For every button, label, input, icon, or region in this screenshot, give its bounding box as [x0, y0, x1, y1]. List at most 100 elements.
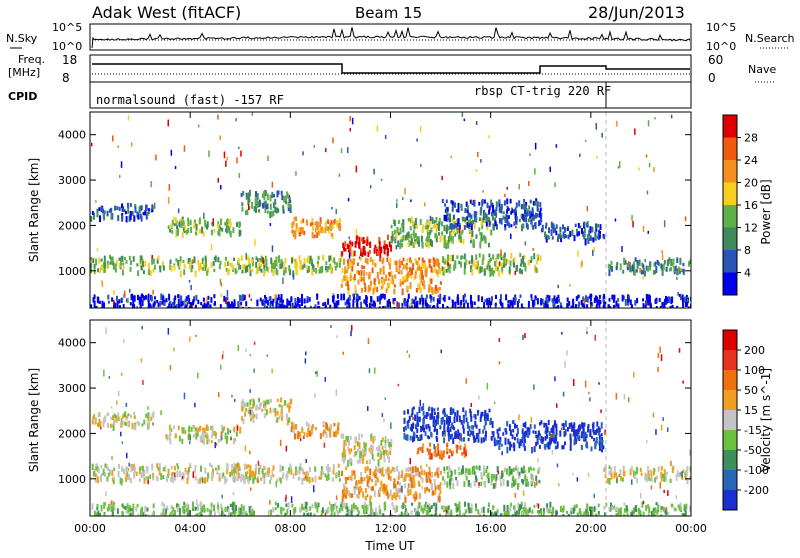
noise-cell — [401, 305, 403, 308]
noise-cell — [657, 352, 660, 359]
echo-cell — [629, 299, 632, 306]
echo-cell — [116, 206, 119, 211]
noise-cell — [577, 306, 580, 308]
echo-cell — [460, 255, 463, 260]
echo-cell — [456, 306, 459, 308]
echo-cell — [304, 505, 307, 510]
echo-cell — [395, 505, 398, 513]
echo-cell — [417, 236, 420, 242]
echo-cell — [246, 265, 248, 273]
echo-cell — [371, 509, 374, 516]
echo-cell — [442, 269, 445, 276]
echo-cell — [408, 267, 411, 273]
echo-cell — [642, 511, 645, 516]
echo-cell — [446, 427, 449, 433]
echo-cell — [252, 477, 255, 484]
echo-cell — [216, 471, 219, 475]
echo-cell — [562, 224, 564, 230]
echo-cell — [631, 304, 633, 308]
echo-cell — [187, 294, 190, 299]
echo-cell — [654, 298, 657, 304]
echo-cell — [367, 514, 369, 516]
echo-cell — [593, 431, 596, 435]
echo-cell — [218, 472, 221, 478]
echo-cell — [435, 261, 438, 266]
echo-cell — [423, 427, 425, 433]
echo-cell — [442, 452, 445, 457]
echo-cell — [335, 300, 338, 306]
echo-cell — [475, 254, 478, 261]
echo-cell — [171, 510, 174, 516]
echo-cell — [329, 222, 332, 228]
noise-cell — [223, 151, 226, 159]
echo-cell — [175, 304, 178, 308]
noise-cell — [615, 392, 618, 400]
echo-cell — [187, 473, 190, 480]
echo-cell — [525, 201, 528, 207]
echo-cell — [607, 263, 610, 269]
echo-cell — [389, 258, 392, 262]
echo-cell — [509, 198, 512, 204]
echo-region — [165, 424, 242, 445]
echo-cell — [443, 241, 446, 249]
echo-cell — [517, 298, 520, 304]
echo-cell — [466, 205, 469, 211]
echo-cell — [346, 243, 349, 249]
echo-cell — [194, 465, 197, 469]
echo-cell — [478, 512, 481, 516]
echo-cell — [298, 476, 301, 481]
echo-cell — [583, 235, 586, 240]
echo-cell — [173, 465, 176, 471]
echo-cell — [555, 306, 558, 308]
echo-cell — [429, 451, 432, 459]
echo-cell — [170, 223, 173, 228]
echo-cell — [202, 231, 205, 237]
echo-cell — [356, 484, 359, 489]
noise-cell — [463, 305, 465, 308]
echo-cell — [303, 263, 306, 268]
echo-cell — [500, 481, 502, 487]
echo-cell — [291, 503, 294, 508]
echo-cell — [207, 472, 210, 479]
echo-cell — [412, 229, 415, 236]
echo-cell — [516, 264, 519, 268]
echo-cell — [270, 210, 273, 218]
echo-cell — [187, 433, 190, 440]
echo-cell — [132, 503, 135, 510]
echo-cell — [474, 217, 477, 222]
echo-cell — [432, 296, 435, 302]
noise-cell — [305, 351, 307, 356]
echo-cell — [431, 218, 434, 224]
echo-cell — [361, 458, 364, 464]
echo-cell — [374, 473, 377, 479]
echo-cell — [512, 442, 515, 449]
echo-cell — [335, 508, 338, 513]
echo-cell — [336, 303, 339, 308]
echo-cell — [382, 271, 385, 275]
echo-cell — [414, 465, 417, 473]
echo-cell — [127, 206, 130, 214]
echo-cell — [522, 255, 525, 263]
echo-cell — [567, 234, 570, 240]
echo-cell — [344, 270, 346, 274]
echo-cell — [414, 414, 417, 421]
echo-cell — [156, 463, 159, 468]
echo-cell — [499, 513, 502, 516]
echo-cell — [580, 513, 583, 516]
echo-cell — [545, 222, 548, 226]
echo-cell — [295, 223, 298, 229]
echo-cell — [480, 221, 483, 226]
echo-cell — [334, 261, 337, 265]
echo-cell — [275, 210, 278, 214]
echo-cell — [224, 262, 227, 268]
echo-cell — [327, 219, 330, 224]
echo-cell — [330, 265, 333, 272]
echo-cell — [550, 221, 553, 229]
echo-cell — [324, 225, 327, 231]
echo-cell — [242, 419, 245, 425]
echo-cell — [180, 300, 183, 307]
echo-cell — [206, 508, 209, 512]
echo-cell — [477, 509, 480, 515]
echo-cell — [160, 512, 163, 516]
echo-cell — [174, 510, 176, 516]
